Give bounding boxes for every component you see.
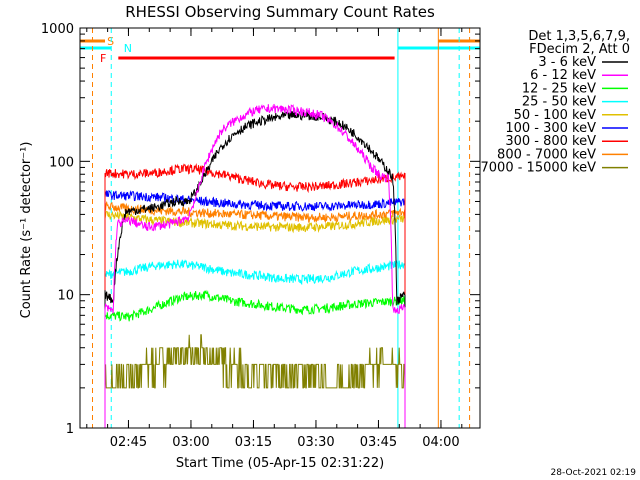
x-tick-label: 03:30 xyxy=(297,435,334,450)
y-axis-label: Count Rate (s⁻¹ detector⁻¹) xyxy=(19,142,34,319)
legend-header-line-1: Det 1,3,5,6,7,9, xyxy=(528,29,630,44)
x-tick-label: 03:15 xyxy=(235,435,272,450)
plot-frame xyxy=(79,27,481,429)
y-tick-label: 1000 xyxy=(41,22,74,37)
chart-title: RHESSI Observing Summary Count Rates xyxy=(125,3,435,21)
legend-entry-label: 50 - 100 keV xyxy=(514,108,597,123)
series-line-4 xyxy=(104,258,406,428)
series-line-1 xyxy=(104,110,406,428)
legend-entry-label: 300 - 800 keV xyxy=(505,134,596,149)
legend-entry-label: 25 - 50 keV xyxy=(522,95,596,110)
x-tick-label: 03:00 xyxy=(172,435,209,450)
series-line-7 xyxy=(104,162,406,428)
legend-entry-label: 12 - 25 keV xyxy=(522,81,596,96)
y-tick-label: 10 xyxy=(57,289,74,304)
x-tick-label: 03:45 xyxy=(360,435,397,450)
y-tick-label: 1 xyxy=(66,422,74,437)
data-layer xyxy=(104,103,406,428)
x-axis-label: Start Time (05-Apr-15 02:31:22) xyxy=(176,456,384,471)
x-tick-label: 02:45 xyxy=(110,435,147,450)
legend: Det 1,3,5,6,7,9, FDecim 2, Att 0 3 - 6 k… xyxy=(481,29,630,176)
series-line-5 xyxy=(104,210,406,428)
series-line-3 xyxy=(104,289,406,428)
x-tick-label: 04:00 xyxy=(422,435,459,450)
night-flag-label: N xyxy=(124,42,132,55)
flags-layer: SN F xyxy=(80,28,480,428)
legend-entry-label: 6 - 12 keV xyxy=(530,68,596,83)
axes-layer: 02:45 03:00 03:15 03:30 03:45 04:00 1 10 100 1000 xyxy=(41,22,480,450)
legend-entry-label: 100 - 300 keV xyxy=(505,121,596,136)
timestamp: 28-Oct-2021 02:19 xyxy=(551,468,637,478)
legend-entry-label: 3 - 6 keV xyxy=(538,55,596,70)
y-tick-label: 100 xyxy=(49,155,74,170)
series-line-6 xyxy=(104,189,406,428)
legend-header-line-2: FDecim 2, Att 0 xyxy=(529,42,630,57)
saa-flag-label: S xyxy=(107,35,114,48)
series-line-9 xyxy=(104,334,406,428)
series-line-8 xyxy=(104,200,406,428)
legend-entry-label: 7000 - 15000 keV xyxy=(481,161,597,176)
legend-entry-label: 800 - 7000 keV xyxy=(497,147,596,162)
series-line-2 xyxy=(104,103,406,428)
flare-flag-label: F xyxy=(100,52,106,65)
